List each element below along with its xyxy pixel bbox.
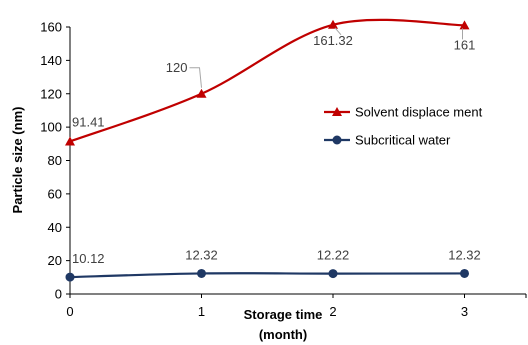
x-axis-title-line1: Storage time (244, 307, 323, 322)
y-tick-label: 120 (40, 86, 62, 101)
legend-label-solvent: Solvent displace ment (355, 105, 483, 120)
series-line-solvent (69, 18, 465, 143)
y-tick-label: 40 (48, 220, 62, 235)
x-tick-label: 1 (198, 304, 205, 319)
axes: 0 20 40 60 80 100 120 140 160 0 1 2 3 (40, 20, 527, 319)
y-tick-label: 100 (40, 120, 62, 135)
label-leader-solvent (189, 67, 202, 88)
legend-marker-solvent (332, 107, 342, 116)
series-line-subcritical (69, 272, 465, 279)
x-tick-label: 3 (461, 304, 468, 319)
y-tick-label: 140 (40, 53, 62, 68)
label-leader-solvent (334, 27, 342, 36)
data-point-subcritical (460, 268, 469, 278)
data-label-subcritical: 12.32 (448, 247, 481, 262)
data-point-solvent (328, 19, 338, 29)
data-labels: 91.41 120 161.32 161 10.12 12.32 12.22 12.32 (72, 27, 481, 266)
y-tick-label: 60 (48, 186, 62, 201)
y-tick-label: 0 (55, 287, 62, 302)
data-point-solvent (196, 88, 207, 98)
data-label-subcritical: 12.22 (317, 248, 350, 263)
data-label-subcritical: 12.32 (185, 247, 218, 262)
data-label-solvent: 91.41 (72, 114, 105, 129)
legend-label-subcritical: Subcritical water (355, 133, 451, 148)
x-axis-title-line2: (month) (259, 327, 307, 342)
data-point-solvent (459, 20, 470, 30)
data-label-solvent: 120 (166, 60, 188, 75)
y-tick-label: 20 (48, 253, 62, 268)
data-point-subcritical (65, 272, 75, 282)
y-axis-title: Particle size (nm) (10, 107, 25, 214)
data-label-solvent: 161.32 (313, 33, 353, 48)
x-tick-label: 2 (329, 304, 336, 319)
y-tick-label: 80 (48, 153, 62, 168)
data-point-solvent (65, 136, 75, 146)
legend-marker-subcritical (332, 135, 342, 145)
data-point-subcritical (197, 268, 206, 278)
y-tick-label: 160 (40, 20, 62, 35)
data-label-subcritical: 10.12 (72, 251, 105, 266)
data-label-solvent: 161 (454, 37, 476, 52)
x-tick-label: 0 (66, 304, 73, 319)
legend: Solvent displace ment Subcritical water (324, 105, 483, 148)
series-layer (65, 18, 470, 282)
data-point-subcritical (328, 269, 338, 279)
